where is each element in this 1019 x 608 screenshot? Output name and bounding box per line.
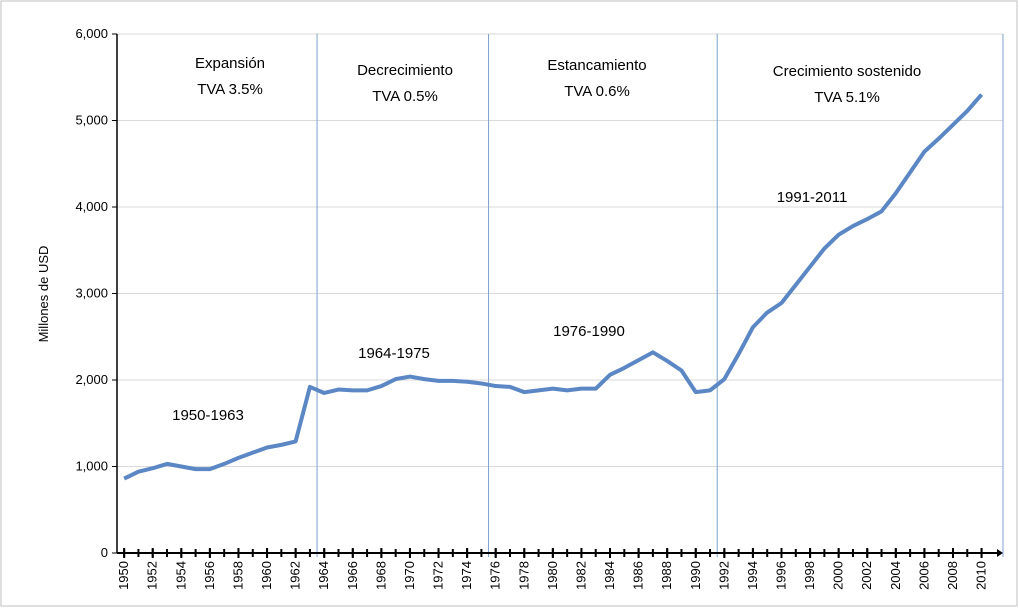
x-tick-label: 1974 [459,561,474,590]
annotation: TVA 0.5% [372,88,438,105]
y-tick-label: 0 [101,545,108,560]
x-tick-label: 2004 [888,561,903,590]
x-tick-label: 1990 [688,561,703,590]
annotation: 1991-2011 [777,189,848,206]
annotation: 1950-1963 [172,407,244,424]
annotation: 1964-1975 [358,345,430,362]
x-tick-label: 1986 [631,561,646,590]
x-tick-label: 1964 [316,561,331,590]
x-tick-label: 1998 [802,561,817,590]
x-tick-label: 1976 [488,561,503,590]
x-tick-label: 1952 [145,561,160,590]
x-tick-label: 1954 [173,561,188,590]
annotation: Crecimiento sostenido [773,63,921,80]
x-tick-label: 2008 [945,561,960,590]
x-tick-label: 1980 [545,561,560,590]
x-axis-arrow [997,549,1003,557]
x-tick-label: 2002 [859,561,874,590]
x-tick-label: 1970 [402,561,417,590]
x-tick-label: 1968 [373,561,388,590]
x-tick-label: 1966 [345,561,360,590]
annotation: Decrecimiento [357,62,453,79]
x-tick-label: 1994 [745,561,760,590]
x-tick-label: 1962 [288,561,303,590]
y-tick-label: 5,000 [75,113,108,128]
annotation: 1976-1990 [553,323,625,340]
x-tick-label: 1958 [230,561,245,590]
y-tick-label: 6,000 [75,26,108,41]
x-tick-label: 1982 [573,561,588,590]
x-tick-label: 1996 [774,561,789,590]
x-tick-label: 1950 [116,561,131,590]
y-tick-label: 1,000 [75,459,108,474]
y-tick-label: 3,000 [75,286,108,301]
y-tick-label: 2,000 [75,372,108,387]
x-tick-label: 1988 [659,561,674,590]
x-tick-label: 1972 [431,561,446,590]
annotation: Expansión [195,55,265,72]
series-line [123,93,984,481]
x-tick-label: 1992 [716,561,731,590]
x-tick-label: 2006 [916,561,931,590]
x-tick-label: 1960 [259,561,274,590]
annotation: TVA 0.6% [564,83,630,100]
annotation: TVA 3.5% [197,81,263,98]
annotation: Estancamiento [547,57,646,74]
y-tick-label: 4,000 [75,199,108,214]
x-tick-label: 1984 [602,561,617,590]
x-tick-label: 1978 [516,561,531,590]
y-axis-label: Millones de USD [36,246,51,343]
x-tick-label: 2010 [974,561,989,590]
x-tick-label: 2000 [831,561,846,590]
x-tick-label: 1956 [202,561,217,590]
annotation: TVA 5.1% [814,89,880,106]
